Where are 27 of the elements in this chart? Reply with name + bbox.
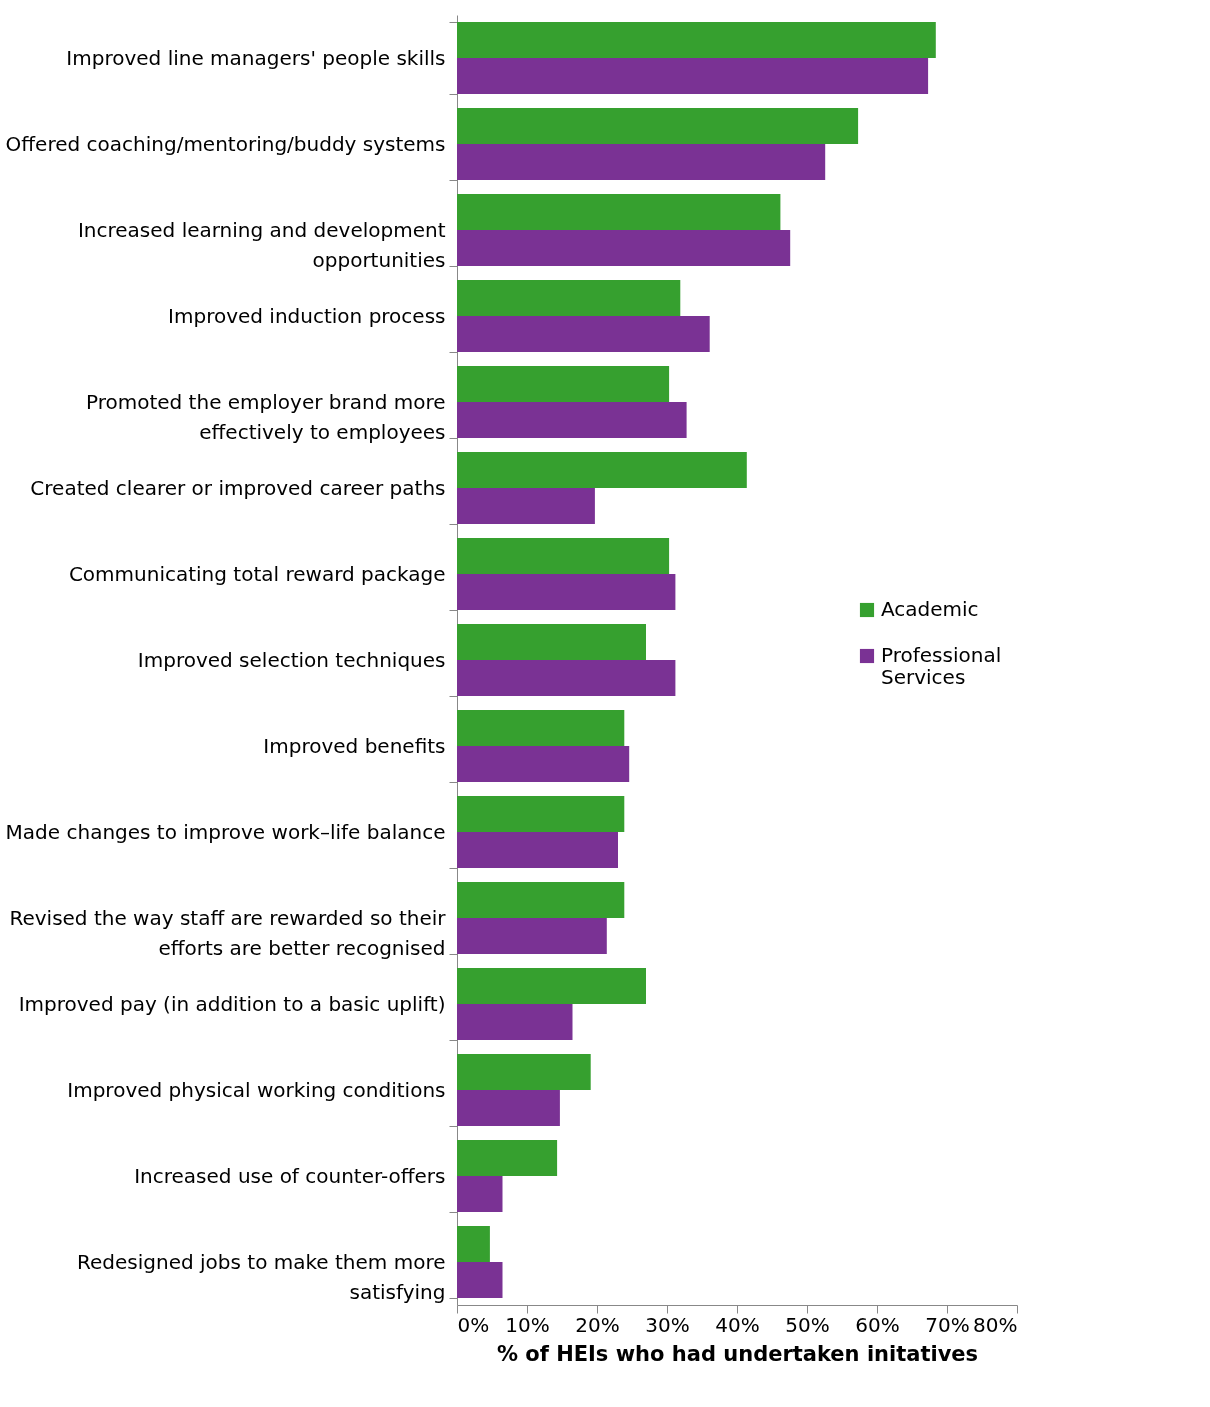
x-tick-label: 70% — [925, 1312, 970, 1337]
y-tick-label: Communicating total reward package — [68, 561, 446, 586]
x-tick-label: 20% — [575, 1312, 620, 1337]
y-tick-label: Improved line managers' people skills — [66, 45, 446, 70]
y-tick-label: Improved induction process — [168, 303, 446, 328]
y-tick-label: Created clearer or improved career paths — [30, 475, 446, 500]
y-tick-label: Improved selection techniques — [137, 647, 446, 672]
y-tick-label: Offered coaching/mentoring/buddy systems — [5, 131, 446, 156]
legend-label: Professional Services — [881, 643, 1002, 689]
y-tick-label: Made changes to improve work–life balance — [5, 819, 446, 844]
x-tick-label: 50% — [785, 1312, 830, 1337]
x-tick-label: 80% — [973, 1312, 1018, 1337]
x-tick-label: 60% — [855, 1312, 900, 1337]
y-tick-label: Promoted the employer brand more effectively to employees — [85, 389, 446, 444]
x-tick-label: 30% — [645, 1312, 690, 1337]
y-tick-label: Revised the way staff are rewarded so their efforts are better recognised — [9, 905, 447, 960]
y-tick-label: Increased use of counter-offers — [134, 1163, 446, 1188]
x-axis-title: % of HEIs who had undertaken initatives — [496, 1341, 979, 1366]
x-tick-label: 0% — [457, 1312, 490, 1337]
y-tick-label: Redesigned jobs to make them more satisfying — [77, 1249, 446, 1304]
y-tick-label: Improved physical working conditions — [67, 1077, 446, 1102]
y-tick-label: Improved pay (in addition to a basic uplift) — [18, 991, 446, 1016]
x-tick-label: 40% — [715, 1312, 760, 1337]
x-tick-label: 10% — [505, 1312, 550, 1337]
y-tick-label: Improved benefits — [263, 733, 446, 758]
y-tick-label: Increased learning and development opportunities — [77, 217, 446, 272]
legend-label: Academic — [881, 597, 979, 621]
